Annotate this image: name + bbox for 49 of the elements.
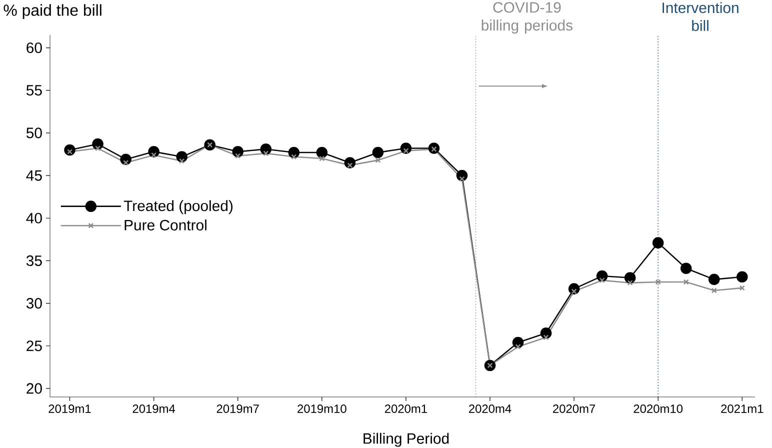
point — [316, 146, 328, 158]
legend-label: Pure Control — [124, 219, 206, 230]
point — [708, 274, 720, 286]
point — [375, 157, 381, 163]
point — [95, 146, 101, 152]
point — [235, 153, 241, 159]
y-tick-label: 50 — [26, 128, 42, 138]
x-tick-label: 2020m7 — [553, 404, 596, 413]
x-axis-title: Billing Period — [364, 432, 449, 447]
point — [680, 262, 692, 274]
point — [151, 152, 157, 158]
y-tick-label: 60 — [26, 42, 42, 54]
y-tick-label: 35 — [26, 255, 42, 266]
x-tick-label: 2020m4 — [468, 404, 512, 413]
point — [123, 160, 129, 166]
point — [736, 271, 748, 283]
y-tick-label: 45 — [26, 170, 42, 181]
point — [459, 176, 465, 182]
x-tick-label: 2019m10 — [298, 404, 346, 413]
point — [655, 279, 661, 285]
point — [291, 154, 297, 160]
point — [179, 158, 185, 164]
point — [599, 278, 605, 284]
y-tick-label: 20 — [26, 383, 42, 394]
y-tick-label: 30 — [26, 298, 42, 309]
y-tick-label: 40 — [26, 212, 42, 224]
point — [263, 150, 269, 156]
point — [372, 146, 384, 158]
x-tick-label: 2019m7 — [216, 404, 259, 413]
y-tick-label: 25 — [26, 340, 42, 352]
y-axis-title: % paid the bill — [4, 4, 102, 20]
y-tick-label: 55 — [26, 85, 42, 96]
point — [515, 344, 521, 350]
x-tick-label: 2020m1 — [384, 404, 427, 413]
legend-label: Treated (pooled) — [124, 200, 233, 214]
point — [627, 280, 633, 286]
point — [711, 288, 717, 294]
x-tick-label: 2021m1 — [721, 404, 764, 413]
x-tick-label: 2019m4 — [132, 404, 176, 413]
point — [543, 334, 549, 340]
point — [652, 237, 664, 248]
point — [624, 272, 636, 284]
point — [683, 279, 689, 285]
ref-line-label: COVID-19 billing periods — [482, 2, 572, 34]
point — [319, 156, 325, 162]
x-tick-label: 2020m10 — [634, 404, 683, 413]
ref-line-label: Intervention bill — [662, 2, 738, 32]
point — [92, 138, 104, 150]
x-tick-label: 2019m1 — [48, 404, 91, 413]
